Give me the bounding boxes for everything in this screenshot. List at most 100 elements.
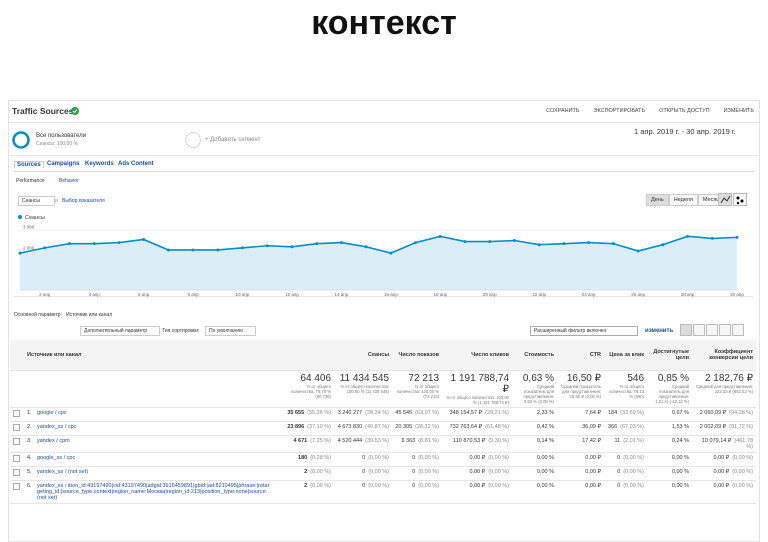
tab[interactable]: Ads Content [118,161,154,167]
total-cell: 72 213% от общего количества: 100,00 % (… [392,370,443,409]
checkbox-box[interactable] [13,483,20,491]
row-name[interactable]: google_ss / cpc [37,455,76,462]
name-cell: 4. google_ss / cpc [24,452,284,468]
total-value: 546 [627,373,645,384]
checkbox-box[interactable] [13,410,20,418]
checkbox[interactable] [10,435,24,454]
value-cell: 0,00 ₽ (0,00 %) [442,466,513,482]
value-cell: 0,67 % [647,407,693,423]
action-button[interactable]: ОТКРЫТЬ ДОСТУП [659,108,710,114]
value-cell: 0 (0,00 %) [604,466,648,482]
row-name[interactable]: google / cpc [37,410,67,417]
value-cell: 23 896 (37,10 %) [284,421,335,437]
value-cell: 0,00 % [647,466,693,482]
row-name[interactable]: yandex_ss / ibon_id:43197490|cid:4319749… [37,483,270,502]
cell-percent: (0,00 %) [310,483,332,490]
cell-percent: (0,00 %) [732,455,754,462]
add-segment[interactable]: + Добавить сегмент [205,137,261,143]
granularity-button[interactable]: Месяц [697,194,725,206]
cell-value: 35 655 [287,410,305,417]
cell-percent: (55,36 %) [307,410,332,417]
value-cell: 1,53 % [647,421,693,437]
checkbox-box[interactable] [13,424,20,432]
cell-value: 180 [298,455,308,462]
column-header[interactable]: Число показов [392,340,443,371]
name-cell: 2. yandex_ss / cpc [24,421,284,437]
subtab[interactable]: Performance [16,178,45,184]
metric-select[interactable]: Сеансы [18,196,56,206]
row-name[interactable]: yandex / cpm [37,438,70,445]
cell-percent: (0,00 %) [488,455,510,462]
add-segment-icon[interactable] [183,130,203,150]
total-cell: 11 434 545% от общего количества: 100,00… [334,370,393,409]
row-index: 6. [27,483,32,490]
tab[interactable]: Campaigns [47,161,80,167]
column-header[interactable]: Число кликов [442,340,513,371]
tab[interactable]: Sources [14,161,44,168]
view-buttons[interactable] [680,324,744,336]
cell-percent: (0,00 %) [623,455,645,462]
column-header[interactable]: Стоимость [512,340,558,371]
checkbox[interactable] [10,421,24,437]
checkbox[interactable] [10,452,24,468]
cell-value: 0 [617,483,621,490]
tab[interactable]: Keywords [85,161,114,167]
granularity-button[interactable]: Неделя [668,194,698,206]
value-cell: 0,00 % [647,452,693,468]
filter-input[interactable]: Расширенный фильтр включен [530,326,638,336]
cell-value: 0,00 % [536,455,555,462]
cell-value: 0,14 % [536,438,555,445]
value-cell: 184 (33,69 %) [604,407,648,423]
chart-type-buttons[interactable] [718,193,748,206]
checkbox-box[interactable] [13,469,20,477]
sort-select[interactable]: По умолчанию [205,326,256,336]
total-value: 1 191 788,74 ₽ [450,373,510,395]
value-cell: 0,00 ₽ (0,00 %) [442,480,513,505]
value-cell: 0,00 ₽ (0,00 %) [692,466,757,482]
checkbox[interactable] [10,407,24,423]
column-header[interactable]: Сеансы [334,340,393,371]
total-value: 72 213 [408,373,440,384]
action-button[interactable]: ЭКСПОРТИРОВАТЬ [593,108,646,114]
name-cell: 6. yandex_ss / ibon_id:43197490|cid:43197… [24,480,284,505]
column-header[interactable]: Источник или канал [24,340,335,371]
select-all[interactable] [10,340,24,371]
filter-edit[interactable]: изменить [645,328,674,334]
cell-percent: (0,00 %) [418,469,440,476]
cell-value: 3 240 277 [337,410,363,417]
cell-value: 0 [412,469,416,476]
row-index: 1. [27,410,32,417]
value-cell: 0 (0,00 %) [604,452,648,468]
cell-percent: (0,00 %) [488,483,510,490]
date-range[interactable]: 1 апр. 2019 г. - 30 апр. 2019 г. [634,127,736,136]
checkbox-box[interactable] [13,455,20,463]
column-header[interactable]: Коэффициент конверсии цели [692,340,757,371]
cell-percent: (28,34 %) [365,410,390,417]
cell-value: 0,00 % [536,483,555,490]
column-header[interactable]: CTR [557,340,605,371]
action-button[interactable]: СОХРАНИТЬ [546,108,580,114]
value-cell: 0,00 ₽ [557,480,605,505]
checkbox-box[interactable] [13,438,20,446]
cell-value: 11 [614,438,621,445]
segment-name[interactable]: Все пользователи [36,133,87,139]
cell-percent: (33,69 %) [620,410,645,417]
value-cell: 366 (67,03 %) [604,421,648,437]
cell-value: 732 763,64 ₽ [449,424,483,431]
row-index: 3. [27,438,32,445]
cell-value: 17,42 ₽ [582,438,602,445]
value-cell: 0,24 % [647,435,693,454]
granularity-button[interactable]: День [646,194,669,206]
metric-choose[interactable]: Выбор показателя [62,198,105,204]
checkbox[interactable] [10,466,24,482]
column-header[interactable]: Цена за клик [604,340,648,371]
action-button[interactable]: ИЗМЕНИТЬ [723,108,754,114]
row-name[interactable]: yandex_ss / (not set) [37,469,89,476]
checkbox[interactable] [10,480,24,505]
cell-percent: (0,00 %) [732,469,754,476]
total-note: Средний показатель для представления: 16… [561,384,602,400]
secondary-select[interactable]: Дополнительный параметр [80,326,161,336]
column-header[interactable]: Достигнутые цели [647,340,693,371]
subtab[interactable]: Behavior [59,178,79,184]
row-name[interactable]: yandex_ss / cpc [37,424,77,431]
